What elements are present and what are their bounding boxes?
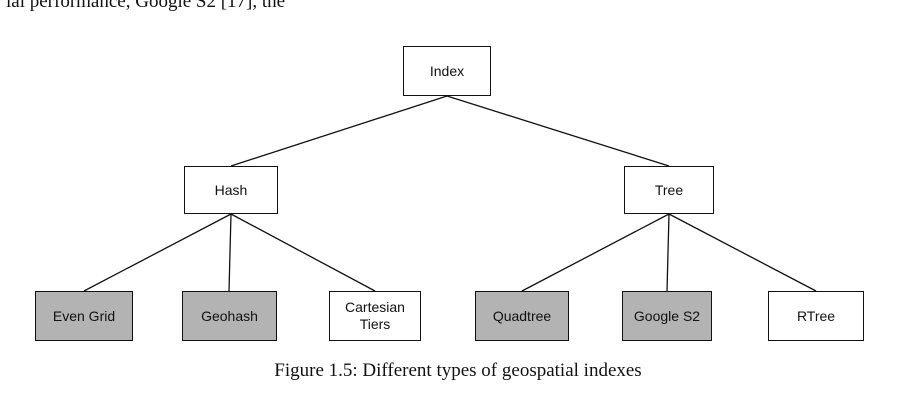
node-tree-label: Tree — [654, 181, 684, 198]
edge-tree-rtree — [668, 213, 817, 292]
edge-hash-even-grid — [83, 213, 232, 292]
edge-tree-google-s2 — [666, 213, 670, 292]
node-cartesian-tiers-label: Cartesian Tiers — [345, 299, 405, 332]
node-even-grid: Even Grid — [35, 291, 133, 341]
node-tree: Tree — [624, 166, 714, 214]
edge-hash-cartesian-tiers — [230, 213, 376, 292]
node-google-s2: Google S2 — [622, 291, 712, 341]
node-quadtree-label: Quadtree — [492, 307, 552, 324]
node-index: Index — [403, 46, 491, 96]
node-geohash-label: Geohash — [201, 307, 258, 324]
edge-index-tree — [446, 95, 670, 167]
figure-caption: Figure 1.5: Different types of geospatia… — [274, 360, 642, 381]
node-geohash: Geohash — [182, 291, 277, 341]
node-index-label: Index — [429, 62, 465, 79]
edge-hash-geohash — [228, 213, 232, 292]
node-rtree-label: RTree — [796, 307, 836, 324]
node-hash: Hash — [184, 166, 278, 214]
edge-index-hash — [230, 95, 448, 167]
node-even-grid-label: Even Grid — [52, 307, 116, 324]
cropped-paragraph-text: ial performance, Google S2 [17], the — [6, 0, 286, 12]
node-cartesian-tiers: Cartesian Tiers — [329, 291, 421, 341]
node-rtree: RTree — [768, 291, 864, 341]
edge-tree-quadtree — [521, 213, 670, 292]
node-google-s2-label: Google S2 — [633, 307, 701, 324]
node-quadtree: Quadtree — [475, 291, 569, 341]
node-hash-label: Hash — [214, 181, 248, 198]
